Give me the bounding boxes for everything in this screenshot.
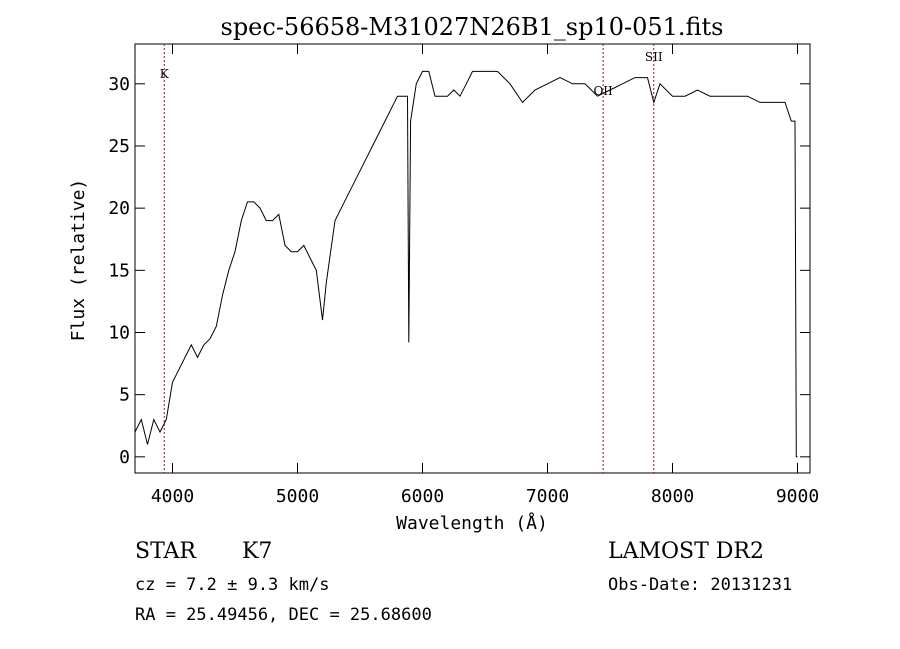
x-tick-label: 5000 [276, 486, 319, 507]
coordinates: RA = 25.49456, DEC = 25.68600 [135, 605, 432, 625]
redshift-value: cz = 7.2 ± 9.3 km/s [135, 575, 329, 595]
y-tick-label: 5 [119, 385, 130, 406]
y-axis-label: Flux (relative) [68, 179, 89, 342]
y-tick-label: 10 [108, 322, 130, 343]
y-tick-label: 25 [108, 136, 130, 157]
line-marker-label: OII [593, 84, 613, 98]
x-tick-label: 8000 [651, 486, 694, 507]
object-class: STAR [135, 539, 197, 564]
x-axis-label: Wavelength (Å) [396, 512, 548, 534]
y-tick-label: 0 [119, 447, 130, 468]
x-tick-label: 7000 [526, 486, 569, 507]
observation-date: Obs-Date: 20131231 [608, 575, 792, 595]
plot-frame [134, 43, 811, 474]
x-tick-label: 6000 [401, 486, 444, 507]
x-tick-label: 9000 [776, 486, 819, 507]
spectrum-line [134, 70, 798, 458]
chart-title: spec-56658-M31027N26B1_sp10-051.fits [221, 13, 724, 41]
survey-name: LAMOST DR2 [608, 539, 764, 564]
x-axis-ticks: 4000 5000 6000 7000 8000 9000 [151, 44, 819, 507]
spectral-line-markers: K OII SII [160, 44, 663, 473]
object-subclass: K7 [242, 539, 272, 564]
x-tick-label: 4000 [151, 486, 194, 507]
line-marker-label: K [160, 67, 170, 81]
y-tick-label: 30 [108, 74, 130, 95]
y-axis-ticks: 0 5 10 15 20 25 30 [108, 74, 810, 468]
y-tick-label: 20 [108, 198, 130, 219]
y-tick-label: 15 [108, 260, 130, 281]
line-marker-label: SII [645, 50, 663, 64]
